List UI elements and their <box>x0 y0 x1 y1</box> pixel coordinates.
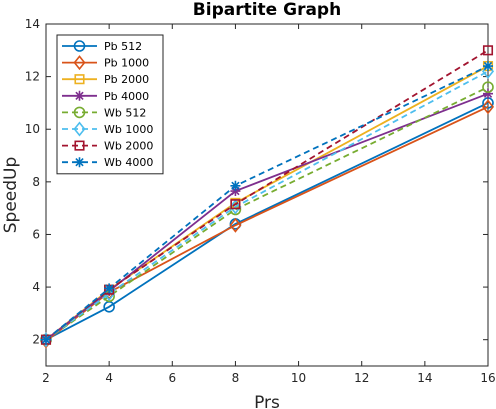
data-point <box>230 199 241 210</box>
data-point <box>229 199 242 215</box>
x-tick-label: 8 <box>232 371 240 385</box>
data-point <box>229 217 242 233</box>
x-tick-label: 6 <box>168 371 176 385</box>
legend-swatch-marker <box>74 157 85 168</box>
series-line <box>45 65 489 341</box>
legend-box <box>56 34 164 175</box>
legend-label: Wb 2000 <box>104 140 153 153</box>
legend-label: Pb 2000 <box>104 73 149 86</box>
legend-item: Wb 512 <box>62 106 146 119</box>
data-point <box>482 81 494 93</box>
y-tick-label: 4 <box>32 280 40 294</box>
series-layer <box>39 45 495 349</box>
legend-swatch-marker <box>74 140 85 151</box>
y-tick-label: 6 <box>32 227 40 241</box>
data-point <box>230 180 241 191</box>
legend-item: Pb 2000 <box>62 73 149 86</box>
series-line <box>45 86 489 341</box>
legend: Pb 512 Pb 1000 Pb 2000 Pb 4000 Wb 512 Wb 1000… <box>56 34 164 175</box>
x-axis-title: Prs <box>254 393 280 409</box>
x-tick-label: 4 <box>105 371 113 385</box>
legend-swatch-marker <box>73 106 86 119</box>
chart-title: Bipartite Graph <box>193 0 341 20</box>
y-tick-label: 8 <box>32 175 40 189</box>
legend-item: Pb 4000 <box>62 90 149 103</box>
data-point <box>483 88 493 99</box>
legend-swatch-marker <box>73 55 86 71</box>
legend-item: Pb 512 <box>62 40 142 53</box>
x-tick-label: 10 <box>291 371 306 385</box>
legend-label: Wb 4000 <box>104 156 153 169</box>
y-axis-title: SpeedUp <box>1 157 21 234</box>
series-line <box>45 92 489 341</box>
legend-label: Wb 512 <box>104 106 146 119</box>
legend-swatch-marker <box>74 74 85 85</box>
axis-ticks: 2 4 6 8 10 12 14 16 2 4 6 8 10 12 14 <box>25 17 496 385</box>
x-tick-label: 12 <box>354 371 369 385</box>
y-tick-label: 14 <box>25 17 40 31</box>
legend-label: Pb 1000 <box>104 57 149 70</box>
legend-item: Pb 1000 <box>62 55 149 71</box>
legend-swatch-marker <box>73 121 86 137</box>
legend-label: Pb 512 <box>104 40 142 53</box>
legend-label: Wb 1000 <box>104 123 153 136</box>
series-line <box>45 106 489 342</box>
series-line <box>45 70 489 341</box>
legend-label: Pb 4000 <box>104 90 149 103</box>
data-point <box>104 283 115 294</box>
data-point <box>483 61 493 72</box>
x-tick-label: 14 <box>417 371 432 385</box>
data-point <box>41 334 51 345</box>
data-point <box>482 45 494 56</box>
x-tick-label: 2 <box>42 371 50 385</box>
data-point <box>230 186 241 197</box>
legend-swatch-marker <box>74 90 85 101</box>
series-wb-4000 <box>41 61 493 345</box>
legend-item: Wb 4000 <box>62 156 153 169</box>
y-tick-label: 12 <box>25 70 40 84</box>
legend-item: Wb 2000 <box>62 140 153 153</box>
series-line <box>45 102 489 341</box>
y-tick-label: 10 <box>25 122 40 136</box>
legend-item: Wb 1000 <box>62 121 153 137</box>
x-tick-label: 16 <box>480 371 495 385</box>
data-point <box>481 99 495 115</box>
y-tick-label: 2 <box>32 333 40 347</box>
legend-swatch-marker <box>73 40 86 52</box>
